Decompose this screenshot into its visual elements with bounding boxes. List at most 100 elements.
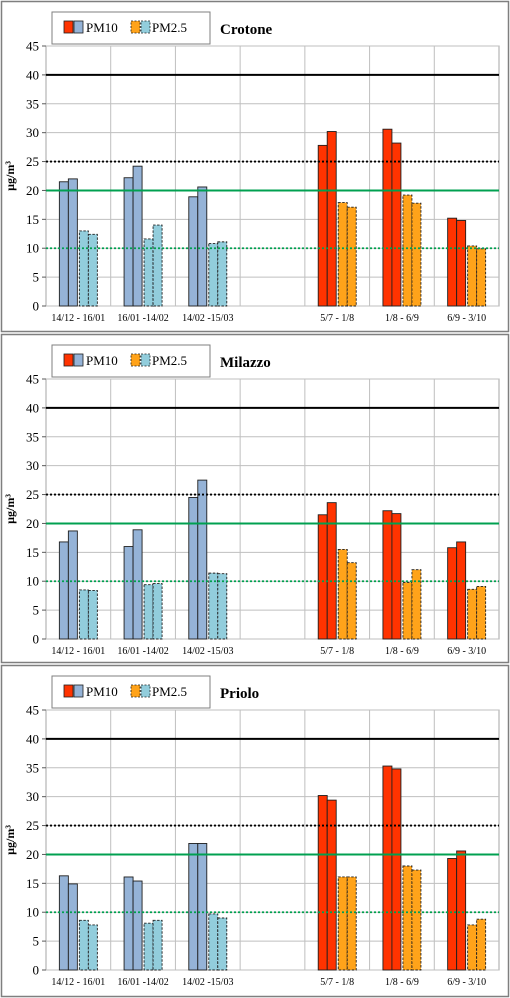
legend-label-pm10: PM10 (86, 353, 118, 368)
pm25-bar (143, 238, 154, 307)
pm10-bar (326, 131, 337, 307)
y-tick-label: 0 (33, 299, 40, 314)
y-axis-label: µg/m³ (3, 825, 17, 855)
chart-panel-milazzo: 0 5 10 15 20 25 30 35 40 45 µg/m³ 14/12 - 16/01 16/0… (0, 333, 510, 664)
x-tick-label: 14/02 -15/03 (182, 313, 233, 324)
pm10-bar (456, 220, 467, 307)
y-tick-label: 5 (33, 270, 40, 285)
pm10-bar (447, 547, 458, 640)
pm25-bar (402, 865, 413, 971)
pm10-bar (58, 875, 69, 971)
y-tick-label: 10 (26, 574, 39, 589)
pm25-bar (337, 548, 348, 640)
pm25-bar (467, 245, 478, 307)
pm25-bar (476, 248, 487, 307)
x-tick-label: 6/9 - 3/10 (447, 313, 486, 324)
pm10-bar (132, 165, 143, 307)
pm25-bar (152, 224, 163, 307)
pm10-bar (67, 883, 78, 971)
chart-title: Milazzo (220, 355, 271, 371)
pm25-bar (78, 589, 89, 640)
pm10-bar (317, 144, 328, 307)
x-tick-label: 5/7 - 1/8 (320, 313, 354, 324)
y-tick-label: 45 (26, 372, 39, 387)
pm25-bar (143, 922, 154, 971)
pm10-bar (382, 510, 393, 640)
legend-swatch-pm25-winter (140, 353, 151, 367)
y-tick-label: 10 (26, 905, 39, 920)
plot-area (45, 709, 500, 971)
pm25-bar (217, 917, 228, 971)
chart-panel-priolo: 0 5 10 15 20 25 30 35 40 45 µg/m³ 14/12 - 16/01 16/0… (0, 664, 510, 998)
y-tick-label: 40 (26, 67, 39, 82)
y-axis-label: µg/m³ (3, 494, 17, 524)
pm10-bar (382, 128, 393, 307)
pm25-bar (87, 590, 98, 640)
pm25-bar (87, 924, 98, 971)
legend-swatch-pm25-summer (130, 20, 141, 34)
pm10-bar (447, 217, 458, 307)
legend-swatch-pm25-winter (140, 20, 151, 34)
y-tick-label: 45 (26, 39, 39, 54)
legend-swatch-pm25-winter (140, 684, 151, 698)
chart-title: Priolo (220, 686, 259, 702)
x-tick-label: 6/9 - 3/10 (447, 646, 486, 657)
chart-title: Crotone (220, 22, 273, 38)
pm10-bar (391, 768, 402, 971)
x-tick-label: 1/8 - 6/9 (385, 313, 419, 324)
x-tick-label: 5/7 - 1/8 (320, 977, 354, 988)
pm10-bar (447, 858, 458, 971)
y-tick-label: 35 (26, 96, 39, 111)
pm10-bar (391, 142, 402, 307)
chart-panel-crotone: 0 5 10 15 20 25 30 35 40 45 µg/m³ 14/12 - 16/01 16/0… (0, 0, 510, 333)
y-tick-label: 15 (26, 545, 39, 560)
pm25-bar (208, 572, 219, 640)
pm10-bar (317, 514, 328, 640)
x-tick-label: 14/12 - 16/01 (51, 977, 105, 988)
pm25-bar (411, 869, 422, 971)
y-tick-label: 30 (26, 789, 39, 804)
pm25-bar (411, 569, 422, 640)
legend-swatch-pm10-winter (73, 353, 84, 367)
pm10-bar (456, 850, 467, 971)
x-tick-label: 16/01 -14/02 (117, 646, 168, 657)
pm10-bar (326, 502, 337, 640)
legend-label-pm10: PM10 (86, 20, 118, 35)
x-tick-label: 14/12 - 16/01 (51, 313, 105, 324)
legend-swatch-pm10-summer (63, 353, 74, 367)
pm25-bar (476, 918, 487, 971)
pm10-bar (132, 529, 143, 640)
y-tick-label: 0 (33, 963, 40, 978)
pm25-bar (78, 230, 89, 307)
x-tick-label: 14/12 - 16/01 (51, 646, 105, 657)
pm10-bar (188, 843, 199, 971)
pm10-bar (197, 843, 208, 971)
y-tick-label: 30 (26, 458, 39, 473)
pm10-bar (123, 546, 134, 640)
pm25-bar (217, 241, 228, 307)
legend-label-pm10: PM10 (86, 684, 118, 699)
legend-swatch-pm10-winter (73, 20, 84, 34)
pm25-bar (217, 573, 228, 640)
pm10-bar (188, 496, 199, 640)
y-axis-label: µg/m³ (3, 161, 17, 191)
x-tick-label: 16/01 -14/02 (117, 977, 168, 988)
y-tick-label: 25 (26, 154, 39, 169)
legend-swatch-pm10-winter (73, 684, 84, 698)
pm10-bar (317, 795, 328, 971)
pm10-bar (456, 541, 467, 640)
pm25-bar (78, 919, 89, 971)
pm10-bar (382, 765, 393, 971)
pm25-bar (476, 585, 487, 640)
x-tick-label: 16/01 -14/02 (117, 313, 168, 324)
pm25-bar (467, 588, 478, 640)
pm25-bar (152, 583, 163, 640)
pm25-bar (346, 562, 357, 640)
plot-area (45, 45, 500, 307)
pm10-bar (188, 196, 199, 307)
pm25-bar (208, 913, 219, 971)
plot-area (45, 378, 500, 640)
pm10-bar (132, 880, 143, 971)
y-tick-label: 15 (26, 212, 39, 227)
